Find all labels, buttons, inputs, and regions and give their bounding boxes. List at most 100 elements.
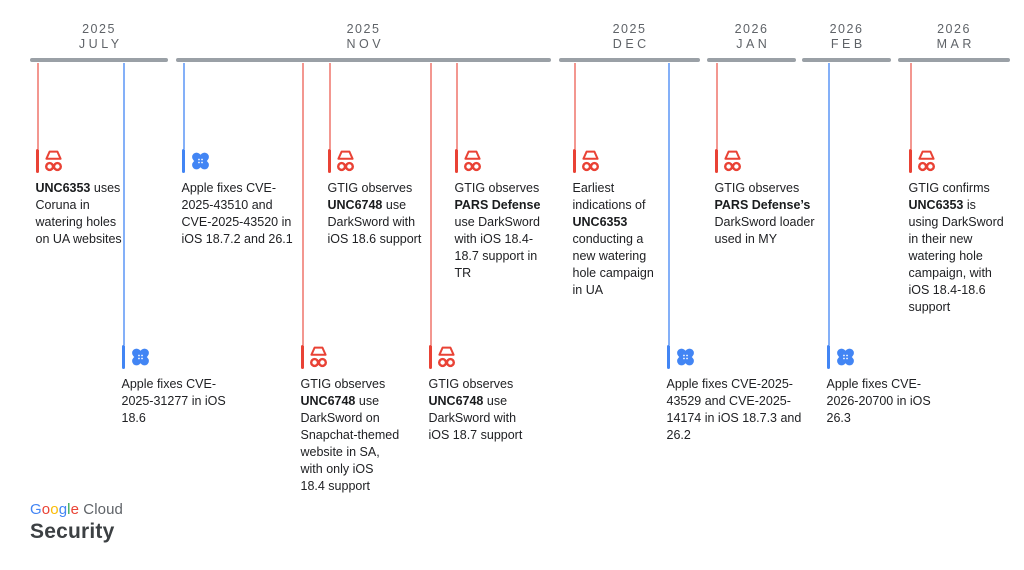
event-text: GTIG confirms UNC6353 is using DarkSword… (909, 180, 1007, 316)
event-marker-tick (714, 149, 718, 173)
segment-bar (802, 58, 891, 62)
google-logo-letter: o (41, 501, 51, 518)
event-marker-tick (428, 345, 432, 369)
threat-actor-icon (463, 150, 482, 172)
segment-month: JAN (736, 37, 771, 51)
timeline-event-apple-fixes-cve-2025-43529-14174: Apple fixes CVE-2025-43529 and CVE-2025-… (666, 344, 812, 444)
threat-actor-icon (336, 150, 355, 172)
threat-actor-icon (581, 150, 600, 172)
segment-month: MAR (936, 37, 975, 51)
event-text-segment: GTIG observes (300, 377, 386, 391)
segment-date-label: 2026 MAR (898, 22, 1010, 52)
segment-date-label: 2025 JULY (30, 22, 168, 52)
patch-icon (677, 348, 694, 366)
event-text: Earliest indications of UNC6353 conducti… (573, 180, 661, 299)
event-text: GTIG observes UNC6748 use DarkSword on S… (301, 376, 401, 495)
event-text-entity: PARS Defense’s (714, 198, 811, 212)
event-marker-tick (327, 149, 331, 173)
timeline-event-unc6748-darksword-ios-18-7: GTIG observes UNC6748 use DarkSword with… (428, 344, 537, 444)
event-text-segment: Apple fixes CVE-2026-20700 in iOS 26.3 (826, 377, 931, 425)
event-text: GTIG observes PARS Defense use DarkSword… (455, 180, 555, 282)
timeline-event-unc6353-coruna-watering-holes: UNC6353 uses Coruna in watering holes on… (35, 148, 124, 248)
event-text: Apple fixes CVE-2025-43529 and CVE-2025-… (667, 376, 812, 444)
segment-date-label: 2026 JAN (707, 22, 796, 52)
event-text-segment: use DarkSword with iOS 18.4-18.7 support… (454, 215, 540, 280)
cloud-wordmark: Cloud (79, 501, 123, 518)
threat-actor-icon (917, 150, 936, 172)
segment-month: NOV (346, 37, 385, 51)
event-marker-tick (35, 149, 39, 173)
event-connector-line (123, 63, 125, 345)
event-connector-line (668, 63, 670, 345)
event-marker-tick (666, 345, 670, 369)
segment-year: 2026 (734, 22, 769, 36)
event-text-segment: GTIG observes (454, 181, 540, 195)
timeline-event-pars-defense-darksword-tr: GTIG observes PARS Defense use DarkSword… (454, 148, 555, 282)
event-icon-row (714, 148, 821, 173)
event-icon-row (572, 148, 661, 173)
segment-bar (176, 58, 551, 62)
event-text: Apple fixes CVE-2025-31277 in iOS 18.6 (122, 376, 238, 427)
event-icon-row (35, 148, 124, 173)
event-connector-line (574, 63, 576, 149)
event-text-entity: UNC6748 (327, 198, 383, 212)
timeline-segment-dec: 2025 DEC (559, 0, 700, 62)
segment-year: 2025 (612, 22, 647, 36)
event-text-segment: Apple fixes CVE-2025-43510 and CVE-2025-… (181, 181, 293, 246)
event-text-entity: UNC6748 (300, 394, 356, 408)
event-text-segment: Apple fixes CVE-2025-31277 in iOS 18.6 (121, 377, 226, 425)
segment-year: 2025 (346, 22, 381, 36)
event-marker-tick (572, 149, 576, 173)
timeline-event-unc6353-new-campaign-ua: Earliest indications of UNC6353 conducti… (572, 148, 661, 299)
patch-icon (837, 348, 854, 366)
event-text-entity: UNC6748 (428, 394, 484, 408)
segment-year: 2026 (829, 22, 864, 36)
event-marker-tick (121, 345, 125, 369)
event-text-segment: GTIG confirms (908, 181, 990, 195)
timeline-segment-nov: 2025 NOV (176, 0, 551, 62)
event-icon-row (181, 148, 294, 173)
event-connector-line (910, 63, 912, 149)
event-connector-line (716, 63, 718, 149)
event-text-segment: use DarkSword on Snapchat-themed website… (300, 394, 400, 493)
event-icon-row (908, 148, 1007, 173)
event-text-segment: use DarkSword with iOS 18.6 support (327, 198, 422, 246)
google-logo-letter: e (70, 501, 80, 518)
event-connector-line (430, 63, 432, 345)
event-marker-tick (826, 345, 830, 369)
timeline-segment-july: 2025 JULY (30, 0, 168, 62)
event-marker-tick (181, 149, 185, 173)
event-text: GTIG observes UNC6748 use DarkSword with… (429, 376, 537, 444)
threat-actor-icon (437, 346, 456, 368)
event-text-segment: Apple fixes CVE-2025-43529 and CVE-2025-… (666, 377, 802, 442)
security-product-label: Security (30, 520, 115, 543)
google-logo-letter: g (58, 501, 68, 518)
event-marker-tick (300, 345, 304, 369)
event-marker-tick (454, 149, 458, 173)
segment-year: 2025 (82, 22, 116, 36)
threat-actor-icon (309, 346, 328, 368)
event-connector-line (828, 63, 830, 345)
event-icon-row (454, 148, 555, 173)
segment-month: JULY (78, 37, 123, 51)
event-icon-row (826, 344, 943, 369)
event-text: Apple fixes CVE-2026-20700 in iOS 26.3 (827, 376, 943, 427)
event-text-segment: Earliest indications of (572, 181, 646, 212)
timeline-event-unc6748-snapchat-sa: GTIG observes UNC6748 use DarkSword on S… (300, 344, 401, 495)
event-text-segment: GTIG observes (327, 181, 413, 195)
event-icon-row (428, 344, 537, 369)
timeline-event-apple-fixes-cve-2025-43510-43520: Apple fixes CVE-2025-43510 and CVE-2025-… (181, 148, 294, 248)
event-text-entity: PARS Defense (454, 198, 541, 212)
timeline-event-pars-defense-loader-my: GTIG observes PARS Defense’s DarkSword l… (714, 148, 821, 248)
timeline-event-unc6353-darksword-confirmed: GTIG confirms UNC6353 is using DarkSword… (908, 148, 1007, 316)
patch-icon (132, 348, 149, 366)
event-connector-line (37, 63, 39, 149)
event-text-segment: DarkSword loader used in MY (714, 215, 815, 246)
event-text: GTIG observes UNC6748 use DarkSword with… (328, 180, 426, 248)
google-logo-letter: G (30, 501, 42, 518)
event-connector-line (456, 63, 458, 149)
segment-bar (707, 58, 796, 62)
footer-brand: Google Cloud Security (30, 501, 123, 545)
threat-actor-icon (44, 150, 63, 172)
